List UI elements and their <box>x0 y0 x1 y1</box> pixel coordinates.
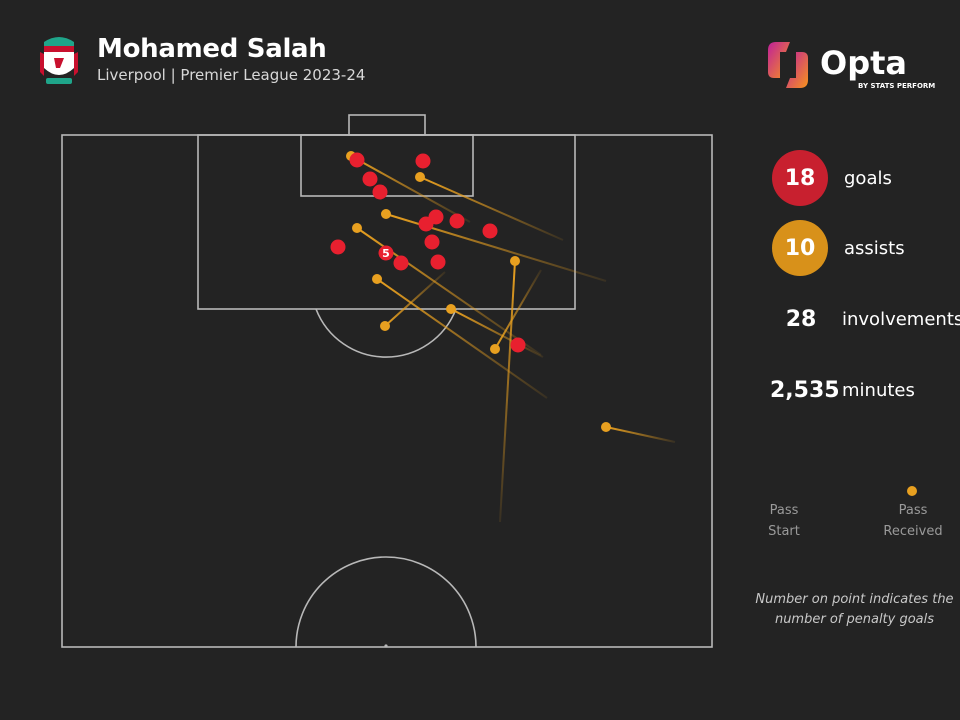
goal-point <box>510 337 526 353</box>
goals-label: goals <box>844 167 892 189</box>
opta-mark-icon <box>768 42 808 88</box>
goal-point <box>393 255 409 271</box>
assist-received-point <box>381 209 391 219</box>
goal-point <box>372 184 388 200</box>
goal-point <box>424 234 440 250</box>
goal-point <box>349 152 365 168</box>
six-yard-box <box>300 134 474 197</box>
goal <box>348 114 426 136</box>
center-spot <box>384 644 388 648</box>
assist-received-point <box>372 274 382 284</box>
goal-point <box>362 171 378 187</box>
assist-pass-line <box>419 176 564 241</box>
legend-pass-start: Pass Start <box>768 503 800 539</box>
assist-pass-line <box>494 269 542 350</box>
goal-point <box>418 216 434 232</box>
assist-received-point <box>601 422 611 432</box>
minutes-label: minutes <box>842 379 915 401</box>
assist-pass-line <box>350 155 471 223</box>
goal-point <box>430 254 446 270</box>
assist-pass-line <box>499 260 516 523</box>
stat-involvements: 28 involvements <box>770 291 960 347</box>
minutes-count: 2,535 <box>770 377 840 403</box>
opta-byline: BY STATS PERFORM <box>858 82 936 90</box>
goals-count: 18 <box>772 150 828 206</box>
assists-count: 10 <box>772 220 828 276</box>
stat-assists: 10 assists <box>772 220 905 276</box>
assist-pass-line <box>376 278 548 399</box>
player-name: Mohamed Salah <box>97 34 327 64</box>
goal-point <box>482 223 498 239</box>
liverpool-crest-logo <box>40 37 78 84</box>
assist-pass-line <box>384 271 446 327</box>
opta-wordmark: Opta <box>820 44 907 82</box>
involvements-count: 28 <box>785 306 817 332</box>
assist-received-point <box>380 321 390 331</box>
legend-pass-line <box>784 486 917 496</box>
stat-goals: 18 goals <box>772 150 892 206</box>
assist-received-point <box>415 172 425 182</box>
penalty-note: Number on point indicates the number of … <box>755 592 954 627</box>
stat-minutes: 2,535 minutes <box>770 362 915 418</box>
center-circle <box>295 556 477 648</box>
pitch-lines <box>61 114 713 648</box>
assist-received-point <box>446 304 456 314</box>
penalty-count-label: 5 <box>382 247 390 260</box>
assist-received-point <box>352 223 362 233</box>
opta-logo: Opta BY STATS PERFORM <box>766 38 936 94</box>
goal-point <box>330 239 346 255</box>
assist-pass-line <box>605 426 676 443</box>
assists-label: assists <box>844 237 905 259</box>
penalty-box <box>197 134 576 310</box>
involvements-label: involvements <box>842 308 960 330</box>
assist-received-point <box>510 256 520 266</box>
assist-received-point <box>490 344 500 354</box>
legend-pass-received: Pass Received <box>883 503 943 539</box>
team-season-subtitle: Liverpool | Premier League 2023-24 <box>97 66 366 84</box>
goal-point <box>378 245 394 261</box>
penalty-arc <box>315 308 457 358</box>
assist-pass-line <box>450 308 544 358</box>
goal-point <box>415 153 431 169</box>
goal-point <box>449 213 465 229</box>
